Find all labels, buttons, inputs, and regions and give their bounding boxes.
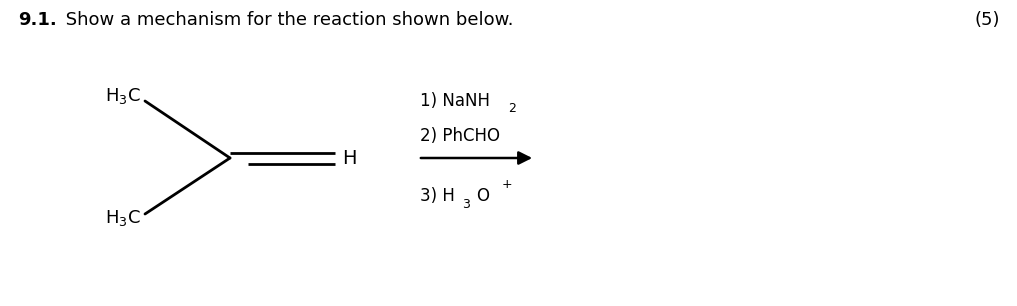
Text: 2: 2 — [508, 102, 516, 114]
Text: 1) NaNH: 1) NaNH — [420, 92, 490, 110]
Text: 3) H: 3) H — [420, 187, 455, 205]
Text: (5): (5) — [974, 11, 1000, 29]
Text: H: H — [342, 148, 357, 167]
Text: +: + — [502, 177, 513, 191]
Text: 3: 3 — [462, 199, 470, 211]
Text: H$_3$C: H$_3$C — [105, 208, 140, 228]
Text: H$_3$C: H$_3$C — [105, 86, 140, 106]
Text: O: O — [476, 187, 489, 205]
Text: 9.1.: 9.1. — [18, 11, 57, 29]
Text: 2) PhCHO: 2) PhCHO — [420, 127, 500, 145]
Text: Show a mechanism for the reaction shown below.: Show a mechanism for the reaction shown … — [60, 11, 514, 29]
